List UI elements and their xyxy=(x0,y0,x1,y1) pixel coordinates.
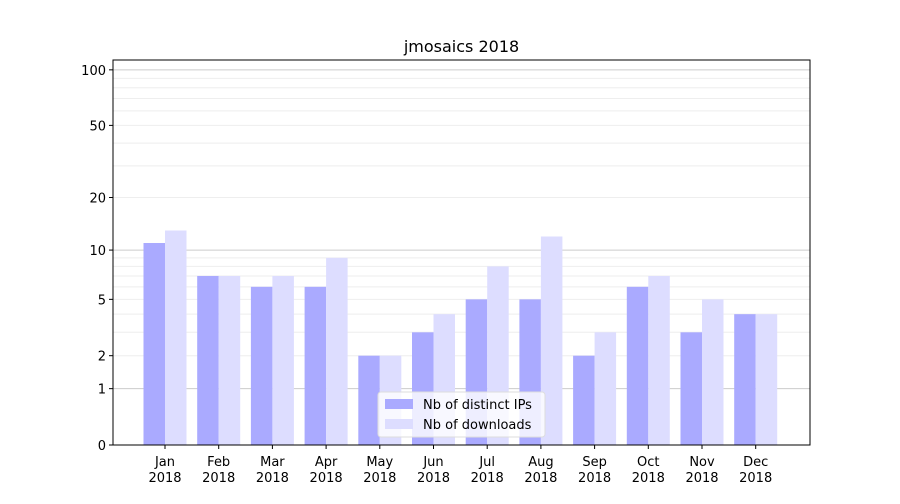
chart-title: jmosaics 2018 xyxy=(403,37,519,56)
bar-downloads xyxy=(218,275,241,445)
bar-distinct-ips xyxy=(358,355,380,445)
bar-distinct-ips xyxy=(626,286,649,445)
x-tick-label: Jul xyxy=(478,455,495,470)
y-tick-label: 0 xyxy=(98,439,106,454)
x-tick-label: Nov xyxy=(689,455,715,470)
bar-distinct-ips xyxy=(680,332,702,445)
y-tick-label: 5 xyxy=(98,293,106,308)
x-tick-label: Feb xyxy=(207,455,230,470)
x-tick-label: 2018 xyxy=(363,471,396,486)
bar-distinct-ips xyxy=(573,355,595,445)
bar-downloads xyxy=(540,236,563,445)
bar-distinct-ips xyxy=(734,314,756,445)
bar-downloads xyxy=(648,275,670,445)
legend-box xyxy=(377,391,546,438)
x-tick-label: 2018 xyxy=(417,471,450,486)
y-tick-label: 10 xyxy=(89,244,106,259)
legend-label: Nb of distinct IPs xyxy=(423,398,532,413)
bar-downloads xyxy=(702,299,724,445)
y-tick-label: 100 xyxy=(81,64,106,79)
bar-distinct-ips xyxy=(250,286,273,445)
x-tick-label: 2018 xyxy=(310,471,343,486)
y-tick-label: 1 xyxy=(98,383,106,398)
x-tick-label: Dec xyxy=(743,455,768,470)
bar-distinct-ips xyxy=(197,275,219,445)
x-tick-label: 2018 xyxy=(202,471,235,486)
x-tick-label: Jan xyxy=(154,455,175,470)
x-tick-label: Apr xyxy=(315,455,338,470)
y-tick-label: 50 xyxy=(89,119,106,134)
legend-label: Nb of downloads xyxy=(423,418,532,433)
x-tick-label: 2018 xyxy=(739,471,772,486)
x-tick-label: 2018 xyxy=(148,471,181,486)
bar-distinct-ips xyxy=(143,243,165,445)
x-tick-label: Aug xyxy=(528,455,553,470)
bar-downloads xyxy=(594,332,617,445)
x-tick-label: 2018 xyxy=(256,471,289,486)
bar-distinct-ips xyxy=(304,286,327,445)
x-tick-label: May xyxy=(366,455,393,470)
x-tick-label: 2018 xyxy=(632,471,665,486)
legend-swatch xyxy=(385,399,413,409)
x-tick-label: 2018 xyxy=(578,471,611,486)
y-tick-label: 2 xyxy=(98,350,106,365)
x-tick-label: 2018 xyxy=(471,471,504,486)
bar-downloads xyxy=(165,230,187,445)
x-tick-label: 2018 xyxy=(685,471,718,486)
legend-swatch xyxy=(385,419,413,429)
bar-downloads xyxy=(326,257,348,445)
plot-frame xyxy=(112,59,811,446)
bar-downloads xyxy=(272,275,294,445)
bar-downloads xyxy=(755,314,778,445)
x-tick-label: Jun xyxy=(422,455,443,470)
x-tick-label: 2018 xyxy=(524,471,557,486)
x-tick-label: Oct xyxy=(637,455,659,470)
x-tick-label: Mar xyxy=(260,455,285,470)
y-tick-label: 20 xyxy=(89,192,106,207)
x-tick-label: Sep xyxy=(582,455,607,470)
